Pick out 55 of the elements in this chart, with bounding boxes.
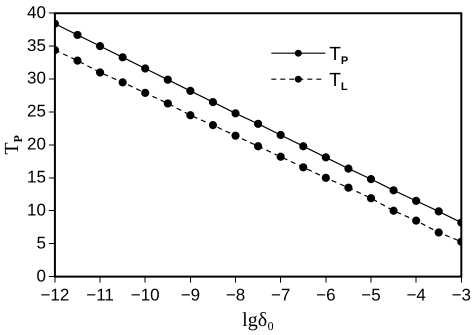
point — [73, 30, 82, 40]
point — [141, 64, 150, 73]
point — [366, 194, 376, 202]
point — [208, 98, 218, 106]
point — [164, 99, 172, 108]
x-tick-label: −8 — [226, 285, 246, 304]
point — [96, 42, 104, 50]
y-tick-label: 10 — [26, 200, 46, 220]
x-tick-label: −9 — [180, 285, 200, 304]
x-tick-label: −6 — [316, 285, 336, 304]
y-tick-label: 25 — [26, 102, 46, 121]
point — [412, 196, 420, 205]
y-tick-label: 5 — [36, 233, 46, 252]
point — [434, 228, 443, 237]
point — [276, 152, 285, 161]
point — [299, 163, 308, 172]
x-axis-title: lgδ₀ — [242, 309, 274, 331]
y-tick-label: 0 — [36, 266, 46, 286]
point — [322, 174, 330, 182]
point — [254, 142, 262, 150]
point — [141, 88, 150, 97]
x-tick-label: −3 — [452, 285, 472, 304]
point — [366, 175, 376, 184]
point — [208, 121, 218, 130]
point — [164, 76, 172, 84]
y-tick-label: 30 — [26, 68, 46, 88]
y-tick-label: 40 — [26, 2, 46, 22]
point — [276, 130, 285, 140]
y-tick-label: 15 — [26, 168, 46, 187]
point — [186, 86, 194, 96]
x-tick-label: −10 — [130, 285, 160, 304]
x-tick-label: −5 — [361, 285, 381, 304]
point — [118, 78, 127, 86]
point — [96, 68, 104, 77]
point — [73, 56, 82, 65]
x-tick-label: −12 — [40, 285, 70, 304]
point — [344, 184, 353, 192]
point — [231, 132, 240, 140]
point — [434, 207, 443, 216]
point — [118, 53, 127, 62]
point — [389, 186, 398, 194]
point — [254, 120, 262, 128]
x-tick-label: −11 — [86, 285, 114, 304]
point — [344, 164, 353, 173]
point — [322, 153, 330, 162]
point — [389, 206, 398, 215]
x-tick-label: −7 — [270, 285, 290, 304]
point — [412, 216, 420, 225]
point — [299, 142, 308, 150]
x-tick-label: −4 — [406, 285, 426, 304]
point — [231, 109, 240, 118]
point — [186, 111, 194, 120]
y-axis-title: TP — [1, 135, 25, 155]
y-tick-label: 20 — [26, 134, 46, 154]
y-tick-label: 35 — [26, 36, 46, 55]
